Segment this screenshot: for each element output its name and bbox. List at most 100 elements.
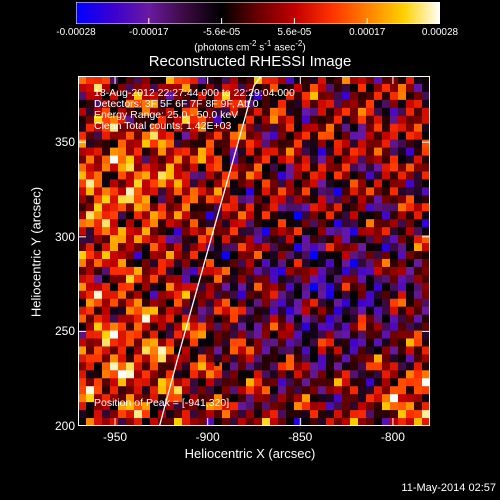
heatmap-cell bbox=[334, 410, 343, 419]
heatmap-cell bbox=[422, 195, 430, 204]
heatmap-cell bbox=[86, 354, 95, 363]
heatmap-cell bbox=[382, 274, 391, 284]
heatmap-cell bbox=[214, 298, 223, 308]
heatmap-cell bbox=[398, 163, 407, 172]
heatmap-cell bbox=[278, 179, 287, 188]
heatmap-cell bbox=[342, 76, 351, 85]
heatmap-cell bbox=[382, 163, 391, 172]
heatmap-cell bbox=[198, 219, 207, 228]
heatmap-cell bbox=[94, 370, 103, 379]
heatmap-cell bbox=[206, 91, 215, 101]
heatmap-cell bbox=[318, 266, 327, 276]
heatmap-cell bbox=[406, 362, 415, 371]
heatmap-cell bbox=[414, 227, 423, 236]
heatmap-cell bbox=[182, 179, 191, 188]
heatmap-cell bbox=[134, 235, 143, 244]
heatmap-cell bbox=[398, 298, 407, 308]
heatmap-cell bbox=[190, 330, 199, 339]
heatmap-cell bbox=[190, 258, 199, 268]
heatmap-cell bbox=[262, 147, 271, 157]
heatmap-cell bbox=[174, 314, 183, 324]
heatmap-cell bbox=[278, 227, 287, 236]
heatmap-cell bbox=[230, 338, 239, 347]
heatmap-cell bbox=[86, 235, 95, 244]
heatmap-cell bbox=[142, 155, 151, 164]
heatmap-cell bbox=[326, 195, 335, 204]
heatmap-cell bbox=[350, 219, 359, 228]
heatmap-cell bbox=[134, 123, 143, 133]
heatmap-cell bbox=[422, 251, 430, 260]
heatmap-cell bbox=[126, 99, 135, 109]
heatmap-cell bbox=[238, 314, 247, 324]
heatmap-cell bbox=[270, 282, 279, 292]
heatmap-cell bbox=[94, 362, 103, 371]
heatmap-cell bbox=[374, 282, 383, 292]
heatmap-cell bbox=[166, 195, 175, 204]
heatmap-cell bbox=[398, 115, 407, 125]
heatmap-cell bbox=[150, 274, 159, 284]
heatmap-cell bbox=[86, 418, 95, 426]
heatmap-cell bbox=[238, 91, 247, 101]
heatmap-cell bbox=[222, 115, 231, 125]
heatmap-cell bbox=[102, 203, 111, 212]
heatmap-cell bbox=[422, 258, 430, 268]
heatmap-cell bbox=[382, 394, 391, 403]
heatmap-cell bbox=[350, 354, 359, 363]
heatmap-cell bbox=[406, 346, 415, 355]
heatmap-cell bbox=[318, 298, 327, 308]
heatmap-cell bbox=[230, 139, 239, 149]
heatmap-cell bbox=[358, 195, 367, 204]
heatmap-cell bbox=[422, 99, 430, 109]
heatmap-cell bbox=[302, 394, 311, 403]
heatmap-cell bbox=[86, 76, 95, 85]
heatmap-cell bbox=[206, 155, 215, 164]
heatmap-cell bbox=[222, 195, 231, 204]
heatmap-cell bbox=[238, 290, 247, 300]
heatmap-cell bbox=[326, 171, 335, 180]
heatmap-cell bbox=[310, 314, 319, 324]
heatmap-cell bbox=[222, 290, 231, 300]
heatmap-cell bbox=[398, 76, 407, 85]
heatmap-cell bbox=[78, 362, 87, 371]
heatmap-cell bbox=[206, 227, 215, 236]
heatmap-cell bbox=[78, 290, 87, 300]
heatmap-cell bbox=[374, 227, 383, 236]
heatmap-cell bbox=[286, 290, 295, 300]
heatmap-cell bbox=[398, 338, 407, 347]
heatmap-cell bbox=[350, 330, 359, 339]
heatmap-cell bbox=[198, 195, 207, 204]
heatmap-cell bbox=[302, 251, 311, 260]
heatmap-cell bbox=[158, 251, 167, 260]
colorbar-tick-label: -0.00017 bbox=[129, 27, 169, 38]
heatmap-cell bbox=[358, 227, 367, 236]
heatmap-cell bbox=[414, 139, 423, 149]
heatmap-cell bbox=[198, 203, 207, 212]
heatmap-cell bbox=[254, 298, 263, 308]
heatmap-cell bbox=[214, 203, 223, 212]
heatmap-cell bbox=[302, 322, 311, 332]
heatmap-cell bbox=[358, 394, 367, 403]
heatmap-cell bbox=[334, 274, 343, 284]
heatmap-cell bbox=[390, 203, 399, 212]
heatmap-cell bbox=[102, 298, 111, 308]
heatmap-cell bbox=[102, 243, 111, 252]
heatmap-cell bbox=[150, 266, 159, 276]
heatmap-cell bbox=[134, 163, 143, 172]
heatmap-cell bbox=[174, 227, 183, 236]
heatmap-cell bbox=[406, 266, 415, 276]
heatmap-cell bbox=[94, 306, 103, 316]
heatmap-cell bbox=[182, 346, 191, 355]
heatmap-cell bbox=[206, 258, 215, 268]
heatmap-cell bbox=[326, 306, 335, 316]
heatmap-cell bbox=[326, 203, 335, 212]
heatmap-cell bbox=[350, 83, 359, 93]
heatmap-cell bbox=[334, 107, 343, 117]
heatmap-cell bbox=[158, 330, 167, 339]
heatmap-cell bbox=[350, 266, 359, 276]
heatmap-cell bbox=[398, 418, 407, 426]
heatmap-cell bbox=[318, 91, 327, 101]
heatmap-cell bbox=[238, 282, 247, 292]
heatmap-cell bbox=[222, 83, 231, 93]
heatmap-cell bbox=[126, 394, 135, 403]
heatmap-cell bbox=[158, 203, 167, 212]
